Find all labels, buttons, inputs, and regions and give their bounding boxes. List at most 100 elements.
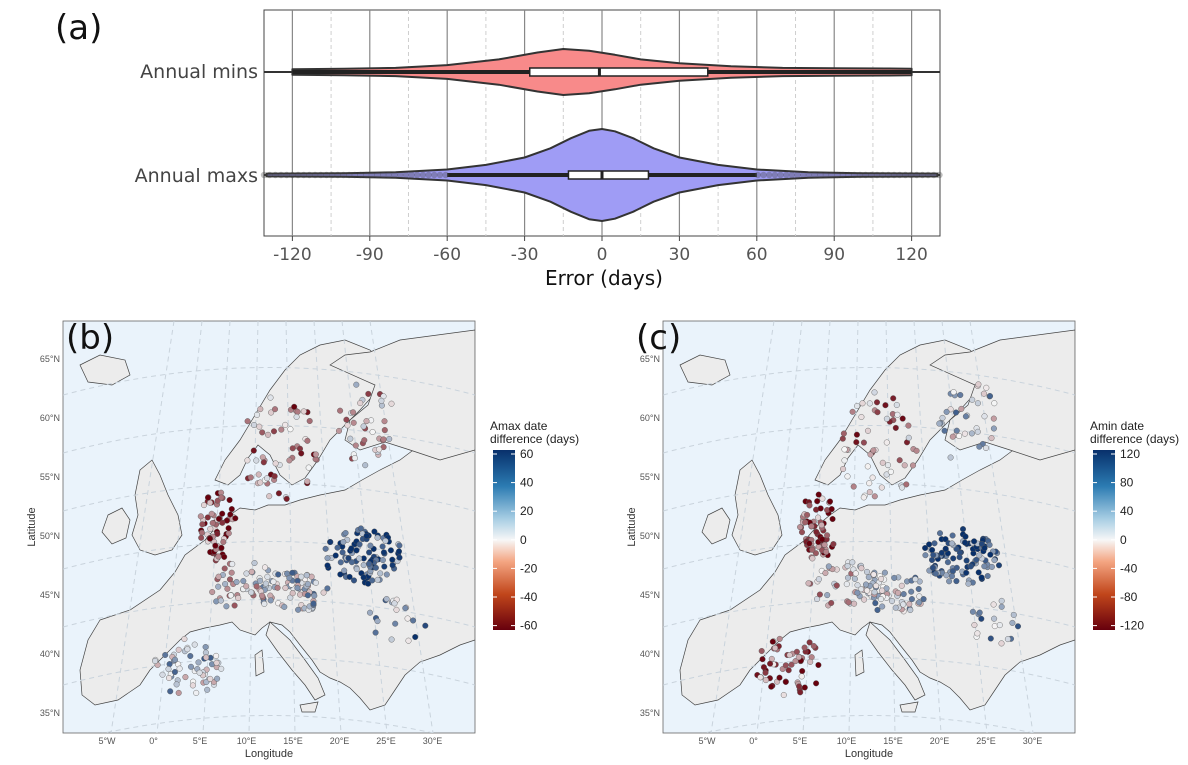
station-point <box>786 652 793 659</box>
station-point <box>967 563 974 570</box>
legend-tick-label: -40 <box>520 590 538 604</box>
station-point <box>860 494 867 501</box>
station-point <box>360 562 367 569</box>
station-point <box>376 446 383 453</box>
legend-tick-label: 20 <box>520 504 534 518</box>
outlier-point <box>431 171 438 179</box>
station-point <box>222 581 229 588</box>
outlier-point <box>828 171 835 179</box>
station-point <box>363 532 370 539</box>
station-point <box>298 450 305 457</box>
x-axis-title: Error (days) <box>545 266 663 290</box>
outlier-point <box>397 171 404 179</box>
outlier-point <box>442 171 449 179</box>
station-point <box>941 427 948 434</box>
station-point <box>393 606 400 613</box>
station-point <box>187 663 194 670</box>
station-point <box>841 446 848 453</box>
station-point <box>894 411 901 418</box>
station-point <box>878 575 885 582</box>
map-panel-c: 35°N 40°N 45°N 50°N 55°N 60°N 65°N 5°W 0° 5°E 10°E… <box>600 310 1188 760</box>
station-point <box>348 559 355 566</box>
station-point <box>195 659 202 666</box>
station-point <box>351 455 358 462</box>
station-point <box>198 529 205 536</box>
station-point <box>974 400 981 407</box>
land-shape <box>865 621 926 701</box>
station-point <box>214 675 221 682</box>
station-point <box>344 422 351 429</box>
station-point <box>844 574 851 581</box>
station-point <box>294 408 301 415</box>
station-point <box>961 430 968 437</box>
land-shape <box>265 621 326 701</box>
station-point <box>404 615 411 622</box>
station-point <box>282 421 289 428</box>
station-point <box>1009 619 1016 626</box>
station-point <box>366 549 373 556</box>
station-point <box>226 576 233 583</box>
station-point <box>870 571 877 578</box>
station-point <box>905 422 912 429</box>
station-point <box>874 607 881 614</box>
station-point <box>396 542 403 549</box>
station-point <box>1004 636 1011 643</box>
station-point <box>898 582 905 589</box>
station-point <box>422 622 429 629</box>
station-point <box>971 538 978 545</box>
graticule-lon <box>848 321 859 733</box>
station-point <box>969 396 976 403</box>
station-point <box>235 595 242 602</box>
station-point <box>289 445 296 452</box>
station-point <box>913 447 920 454</box>
station-point <box>942 536 949 543</box>
station-point <box>175 689 182 696</box>
land-shape <box>299 701 319 713</box>
station-point <box>817 505 824 512</box>
station-point <box>833 582 840 589</box>
station-point <box>885 462 892 469</box>
station-point <box>949 540 956 547</box>
station-point <box>348 545 355 552</box>
station-point <box>939 414 946 421</box>
station-point <box>949 573 956 580</box>
station-point <box>357 400 364 407</box>
station-point <box>990 415 997 422</box>
station-point <box>248 568 255 575</box>
station-point <box>798 673 805 680</box>
station-point <box>828 506 835 513</box>
graticule-lon <box>369 321 434 733</box>
station-point <box>815 662 822 669</box>
outlier-point <box>856 171 864 179</box>
station-point <box>931 540 938 547</box>
station-point <box>962 533 969 540</box>
station-point <box>785 667 792 674</box>
station-point <box>243 583 250 590</box>
land-shape <box>899 701 919 713</box>
station-point <box>221 553 228 560</box>
graticule-lon <box>885 321 896 733</box>
legend-tick-label: 0 <box>520 533 527 547</box>
station-point <box>815 514 822 521</box>
station-point <box>990 601 997 608</box>
station-point <box>388 400 395 407</box>
box-iqr <box>567 170 650 180</box>
station-point <box>929 556 936 563</box>
station-point <box>264 573 271 580</box>
station-point <box>266 493 273 500</box>
station-point <box>1010 611 1017 618</box>
lon-tick-label: 20°E <box>930 736 950 746</box>
map-panel-b: 35°N 40°N 45°N 50°N 55°N 60°N 65°N 5°W 0° 5°E 10°E… <box>0 310 600 760</box>
station-point <box>257 406 264 413</box>
station-point <box>883 439 890 446</box>
station-point <box>867 451 874 458</box>
station-point <box>840 430 847 437</box>
station-point <box>386 435 393 442</box>
station-point <box>342 529 349 536</box>
outlier-point <box>788 171 796 179</box>
station-point <box>853 439 860 446</box>
station-point <box>203 654 210 661</box>
station-point <box>352 442 359 449</box>
lat-tick-label: 35°N <box>640 708 660 718</box>
station-point <box>988 563 995 570</box>
